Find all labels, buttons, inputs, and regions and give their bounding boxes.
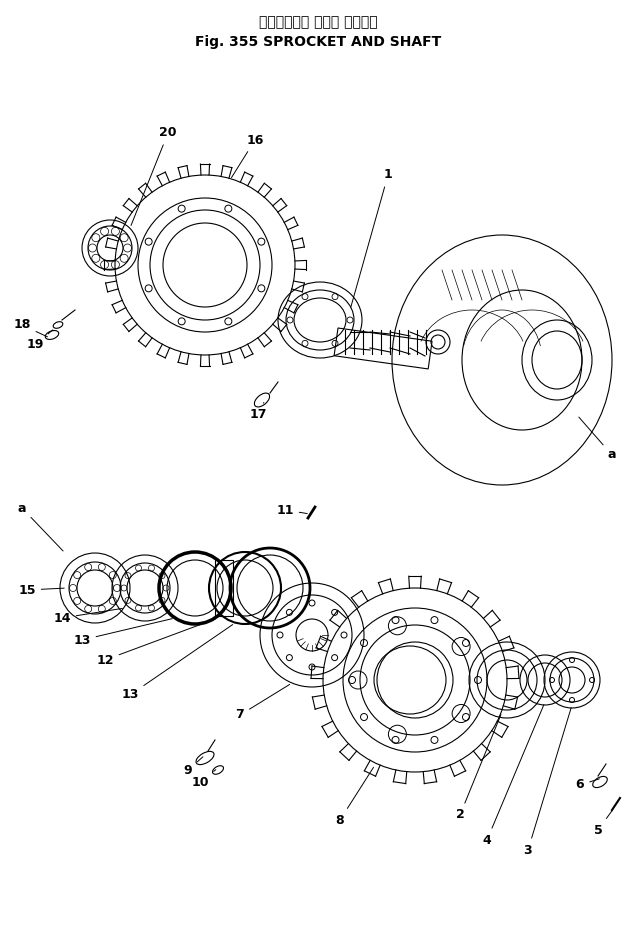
Text: 13: 13 xyxy=(73,619,172,647)
Text: 19: 19 xyxy=(26,330,53,352)
Text: 12: 12 xyxy=(96,619,216,667)
Text: a: a xyxy=(579,417,616,461)
Text: Fig. 355 SPROCKET AND SHAFT: Fig. 355 SPROCKET AND SHAFT xyxy=(195,35,441,49)
Text: 7: 7 xyxy=(235,685,289,722)
Text: スプロケット および シャフト: スプロケット および シャフト xyxy=(259,15,377,29)
Text: 9: 9 xyxy=(184,757,203,777)
Text: 6: 6 xyxy=(576,779,599,791)
Text: 3: 3 xyxy=(523,708,571,857)
Bar xyxy=(334,328,432,369)
Text: 2: 2 xyxy=(455,714,501,822)
Text: 20: 20 xyxy=(131,126,177,225)
Text: 15: 15 xyxy=(18,584,64,596)
Text: 18: 18 xyxy=(13,319,48,337)
Text: 1: 1 xyxy=(350,168,392,307)
Text: a: a xyxy=(18,501,63,551)
Text: 4: 4 xyxy=(483,705,544,846)
Text: 14: 14 xyxy=(53,609,122,625)
Text: 13: 13 xyxy=(121,625,233,702)
Text: 8: 8 xyxy=(336,767,373,826)
Text: 11: 11 xyxy=(276,503,307,516)
Text: 5: 5 xyxy=(593,810,612,837)
Text: 17: 17 xyxy=(249,402,266,421)
Text: 10: 10 xyxy=(191,769,216,788)
Text: 16: 16 xyxy=(232,133,264,178)
